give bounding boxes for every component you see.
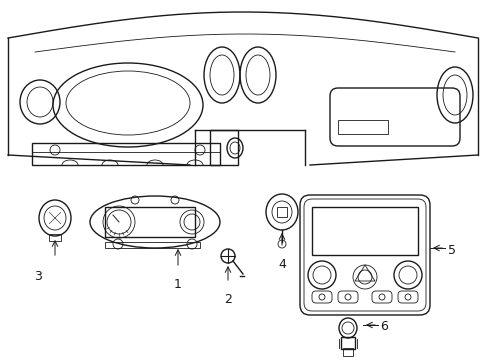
- Bar: [342, 348, 352, 356]
- Bar: [276, 207, 286, 217]
- Bar: [32, 143, 220, 165]
- Text: 3: 3: [34, 270, 42, 283]
- Ellipse shape: [39, 200, 71, 236]
- Bar: [340, 337, 354, 349]
- Ellipse shape: [265, 194, 297, 230]
- Text: 2: 2: [224, 293, 231, 306]
- Text: 1: 1: [174, 278, 182, 291]
- Ellipse shape: [90, 196, 220, 248]
- Text: 5: 5: [447, 243, 455, 257]
- Bar: [105, 207, 195, 237]
- Ellipse shape: [338, 318, 356, 338]
- Bar: [209, 130, 238, 165]
- Bar: [311, 207, 417, 255]
- Bar: [49, 234, 61, 241]
- Bar: [105, 242, 200, 248]
- Bar: [337, 120, 387, 134]
- Text: 6: 6: [379, 320, 387, 333]
- FancyBboxPatch shape: [299, 195, 429, 315]
- Text: 4: 4: [278, 258, 285, 271]
